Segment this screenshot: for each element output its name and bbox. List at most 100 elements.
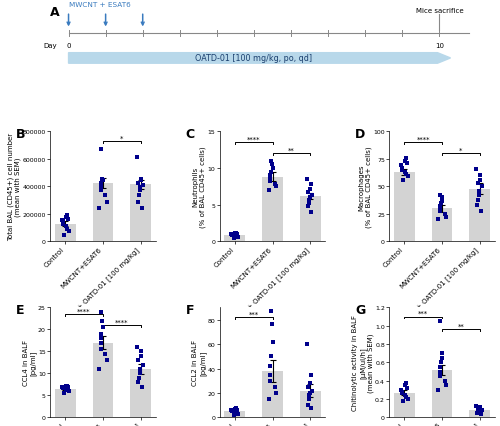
Bar [262,371,283,417]
Point [58,219,66,225]
Point [98,317,106,324]
Point [304,383,312,390]
Point [266,371,274,378]
Point [476,177,484,184]
Point [303,341,311,348]
Point [97,346,105,353]
Bar [224,412,245,417]
Point [473,202,481,209]
Text: OATD-01 [100 mg/kg, po, qd]: OATD-01 [100 mg/kg, po, qd] [196,55,312,63]
Point [136,370,143,377]
Point [400,177,407,184]
Y-axis label: Chitinolytic activity in BALF
[μM/ul/h]
(mean with SEM): Chitinolytic activity in BALF [μM/ul/h] … [352,315,374,410]
Point [234,234,242,241]
Point [438,195,446,201]
Point [442,382,450,389]
Point [228,232,236,239]
Point [476,188,484,195]
Text: 0: 0 [66,43,71,49]
Bar [130,185,151,242]
Point [134,344,141,351]
Point [98,180,106,187]
Point [436,373,444,380]
Point [267,353,275,360]
Point [474,197,482,204]
Point [266,173,274,179]
Point [62,223,70,230]
Point [271,181,279,188]
Point [304,396,312,403]
Point [58,217,66,224]
Point [307,181,315,188]
Point [134,357,142,364]
Point [475,408,483,414]
Point [98,146,106,153]
Point [139,361,147,368]
Text: *: * [459,147,462,153]
Point [307,404,315,411]
Point [401,169,409,176]
Point [307,209,315,216]
Point [306,195,314,201]
Point [402,155,410,162]
Point [268,338,276,345]
Y-axis label: CCL4 in BALF
[pg/ml]: CCL4 in BALF [pg/ml] [23,340,36,386]
Point [473,409,481,416]
Point [436,205,444,212]
Point [304,189,312,196]
Point [64,388,72,394]
Text: C: C [186,128,194,141]
Point [265,187,273,194]
Bar [262,177,283,242]
Text: ****: **** [247,136,260,142]
Point [228,232,236,239]
Point [268,321,276,328]
Point [138,176,145,183]
Point [436,318,444,325]
Point [135,192,143,199]
Point [134,154,141,161]
Point [402,171,410,178]
Point [228,407,235,414]
Point [60,232,68,239]
Point [474,406,482,413]
Point [401,382,409,389]
Point [58,221,66,228]
Point [232,230,240,236]
Point [228,407,236,414]
Point [134,199,142,206]
Point [266,363,274,370]
Point [63,383,71,389]
Y-axis label: Macrophages
(% of BAL CD45+ cells): Macrophages (% of BAL CD45+ cells) [358,146,372,227]
Point [436,200,444,207]
Bar [432,209,452,242]
Text: ****: **** [78,308,91,314]
Text: 10: 10 [435,43,444,49]
Point [304,402,312,409]
Text: ***: *** [418,310,428,316]
Point [401,391,409,398]
Bar [130,369,151,417]
Point [134,379,142,386]
Point [63,212,71,219]
Point [397,163,405,170]
Point [234,231,241,238]
Bar [224,236,245,242]
Point [232,406,239,412]
Point [304,200,312,207]
Point [476,407,484,414]
Point [398,167,406,174]
Point [232,230,239,237]
Point [478,184,486,190]
Point [97,187,105,194]
Point [266,178,274,185]
Text: **: ** [458,323,464,329]
Point [402,379,410,386]
Point [308,387,316,394]
Point [96,335,104,342]
Point [96,366,104,373]
Point [398,165,406,172]
Text: F: F [186,303,194,316]
Point [434,387,442,394]
Point [436,208,444,215]
